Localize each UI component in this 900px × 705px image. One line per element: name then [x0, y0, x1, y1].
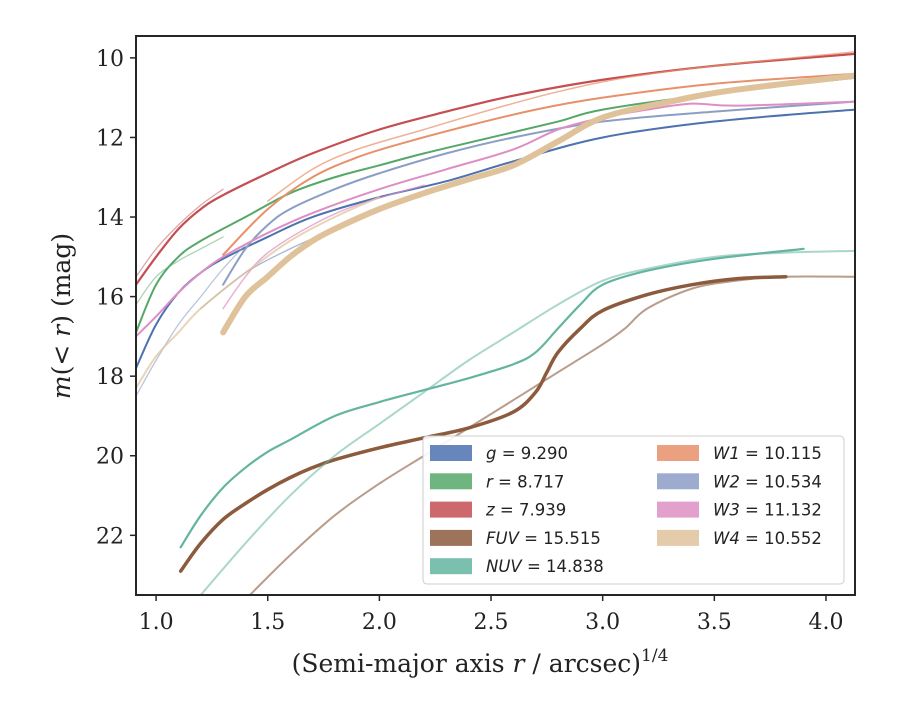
series-w1-curve-2 — [266, 51, 855, 202]
series-r-curve-1 — [136, 76, 855, 334]
y-tick-label: 16 — [96, 286, 124, 311]
y-axis-label: m(< r) (mag) — [47, 233, 76, 399]
x-tick-label: 1.5 — [250, 610, 285, 635]
legend-swatch-z — [430, 501, 472, 518]
x-tick-label: 2.5 — [474, 610, 509, 635]
legend-label-w1: W1 = 10.115 — [713, 444, 822, 463]
legend-entries: g = 9.290 r = 8.717 z = 7.939 FUV = 15.515 N… — [430, 444, 822, 576]
y-tick-label: 22 — [96, 524, 124, 549]
x-tick-label: 1.0 — [139, 610, 174, 635]
series-w4-curve-1 — [220, 72, 855, 336]
x-tick-label: 3.5 — [697, 610, 732, 635]
series-w4-curve-2 — [136, 196, 381, 390]
series-w4 — [136, 72, 855, 390]
series-nuv-curve-1 — [179, 247, 805, 549]
legend-label-nuv: NUV = 14.838 — [486, 557, 604, 576]
x-tick-label: 2.0 — [362, 610, 397, 635]
legend-label-w4: W4 = 10.552 — [713, 529, 822, 548]
legend-swatch-g — [430, 445, 472, 461]
series-z-curve-2 — [136, 188, 224, 278]
legend-swatch-w4 — [657, 529, 699, 546]
legend-label-g: g = 9.290 — [486, 444, 568, 463]
legend-box — [422, 435, 845, 585]
y-tick-label: 12 — [96, 126, 124, 151]
series-r — [136, 76, 855, 334]
series-z — [136, 52, 855, 286]
series-w2 — [136, 100, 855, 397]
series-fuv — [178, 274, 855, 595]
legend-swatch-fuv — [430, 529, 472, 546]
legend: g = 9.290 r = 8.717 z = 7.939 FUV = 15.515 N… — [422, 435, 845, 585]
x-axis-ticks: 1.0 1.5 2.0 2.5 3.0 3.5 4.0 — [139, 595, 843, 635]
legend-swatch-w3 — [657, 501, 699, 518]
legend-swatch-w1 — [657, 445, 699, 461]
series-z-curve-1 — [136, 52, 855, 286]
series-nuv-curve-2 — [199, 249, 855, 595]
series-g-curve-1 — [136, 108, 855, 370]
y-tick-label: 20 — [96, 445, 124, 470]
x-axis-label: (Semi-major axis r / arcsec)1/4 — [292, 646, 669, 678]
legend-label-w2: W2 = 10.534 — [713, 472, 822, 491]
legend-label-fuv: FUV = 15.515 — [486, 529, 601, 548]
series-nuv — [179, 247, 855, 595]
legend-label-r: r = 8.717 — [486, 472, 564, 491]
series-w2-curve-2 — [136, 244, 247, 397]
legend-swatch-r — [430, 473, 472, 490]
plot-frame — [135, 35, 856, 596]
series-w1-curve-1 — [222, 72, 855, 256]
legend-label-z: z = 7.939 — [485, 501, 566, 520]
legend-label-w3: W3 = 11.132 — [713, 501, 822, 520]
series-g — [136, 108, 855, 370]
y-tick-label: 10 — [96, 47, 124, 72]
y-tick-label: 18 — [96, 365, 124, 390]
legend-swatch-nuv — [430, 558, 472, 575]
legend-swatch-w2 — [657, 473, 699, 490]
series-w2-curve-1 — [222, 100, 855, 286]
x-tick-label: 4.0 — [808, 610, 843, 635]
series-w1 — [222, 51, 855, 256]
series-w3-curve-1 — [136, 100, 855, 338]
x-tick-label: 3.0 — [585, 610, 620, 635]
y-axis-ticks: 10 12 14 16 18 20 22 — [96, 47, 136, 549]
series-layer — [136, 51, 855, 595]
series-fuv-curve-2 — [248, 275, 855, 595]
y-tick-label: 14 — [96, 206, 124, 231]
series-r-curve-2 — [136, 236, 224, 306]
